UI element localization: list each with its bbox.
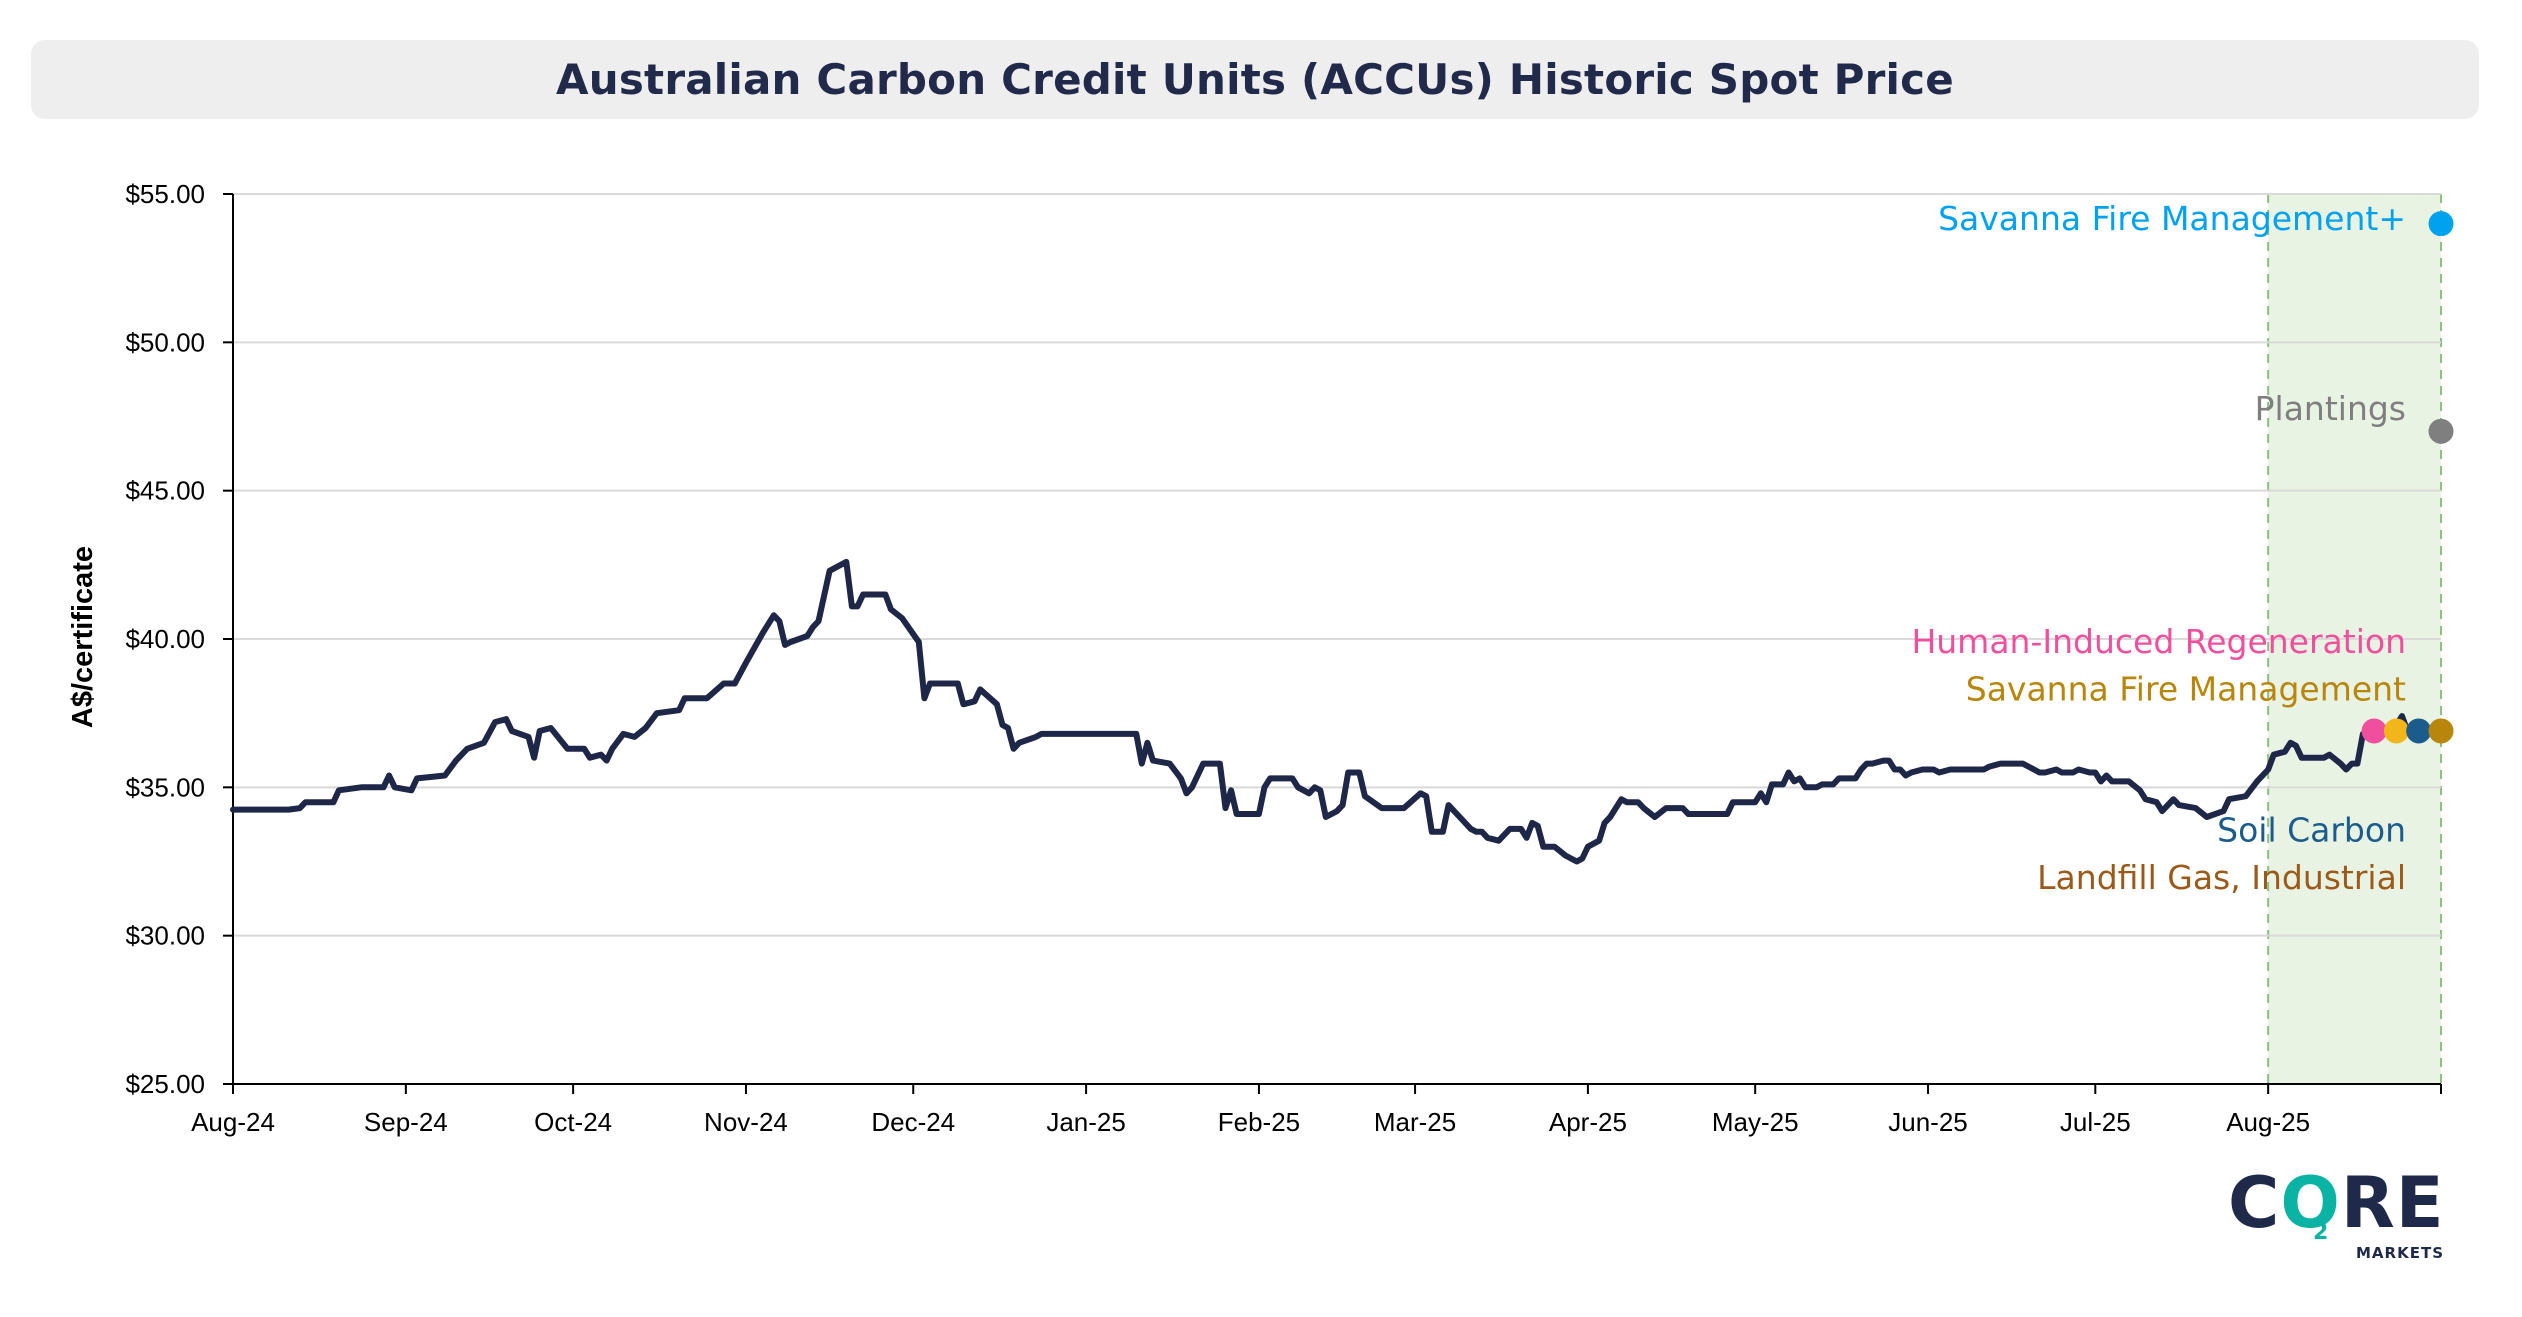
y-tick-label: $30.00 (125, 921, 205, 951)
series-line-accu-spot (230, 558, 2428, 865)
y-tick-label: $45.00 (125, 476, 205, 506)
x-tick-label: Sep-24 (364, 1107, 448, 1137)
dot-savanna-fire-management (2428, 211, 2454, 237)
core-markets-logo: CORE 2 MARKETS (2228, 1168, 2448, 1268)
x-tick-label: May-25 (1712, 1107, 1799, 1137)
x-tick-label: Aug-24 (191, 1107, 275, 1137)
dot-savanna-fire-management (2383, 718, 2409, 744)
annotation-label: Savanna Fire Management (1966, 669, 2406, 708)
annotation-label: Plantings (2255, 389, 2406, 428)
x-tick-label: Oct-24 (534, 1107, 612, 1137)
logo-markets-text: MARKETS (2356, 1244, 2444, 1262)
dot-soil-carbon (2406, 718, 2432, 744)
logo-letters-re: RE (2340, 1162, 2445, 1244)
x-tick-label: Dec-24 (871, 1107, 955, 1137)
x-tick-label: Nov-24 (704, 1107, 788, 1137)
y-tick-label: $35.00 (125, 772, 205, 802)
x-tick-label: Aug-25 (2226, 1107, 2310, 1137)
category-dots (2361, 211, 2454, 744)
annotation-label: Soil Carbon (2217, 810, 2406, 849)
x-tick-label: Apr-25 (1549, 1107, 1627, 1137)
x-tick-label: Jul-25 (2060, 1107, 2131, 1137)
chart-title-bar: Australian Carbon Credit Units (ACCUs) H… (31, 40, 2479, 119)
annotations: Savanna Fire Management+ Plantings Human-I… (1911, 199, 2406, 897)
y-tick-label: $50.00 (125, 327, 205, 357)
annotation-label: Landfill Gas, Industrial (2037, 858, 2406, 897)
annotation-label: Human-Induced Regeneration (1911, 622, 2406, 661)
logo-letter-o: O (2280, 1162, 2341, 1244)
gridlines (233, 193, 2441, 937)
axes (223, 193, 2442, 1094)
y-axis-label: A$/certificate (67, 546, 99, 728)
logo-subscript: 2 (2313, 1220, 2329, 1245)
x-tick-label: Jan-25 (1046, 1107, 1126, 1137)
dot-plantings (2428, 418, 2454, 444)
logo-letter-c: C (2228, 1162, 2281, 1244)
dot-human-induced-regeneration (2361, 718, 2387, 744)
series-lines (230, 558, 2428, 865)
y-tick-label: $25.00 (125, 1069, 205, 1099)
chart-title: Australian Carbon Credit Units (ACCUs) H… (556, 55, 1954, 104)
x-tick-label: Feb-25 (1218, 1107, 1300, 1137)
x-tick-labels: Aug-24 Sep-24 Oct-24 Nov-24 Dec-24 Jan-25 Feb-… (191, 1107, 2310, 1137)
x-tick-label: Jun-25 (1888, 1107, 1968, 1137)
x-tick-label: Mar-25 (1374, 1107, 1456, 1137)
y-tick-labels: $55.00 $50.00 $45.00 $40.00 $35.00 $30.00 $25.… (125, 179, 205, 1099)
dot-landfill-gas-industrial (2428, 718, 2454, 744)
annotation-label: Savanna Fire Management+ (1938, 199, 2406, 238)
y-tick-label: $55.00 (125, 179, 205, 209)
y-tick-label: $40.00 (125, 624, 205, 654)
logo-wordmark: CORE (2228, 1168, 2445, 1238)
